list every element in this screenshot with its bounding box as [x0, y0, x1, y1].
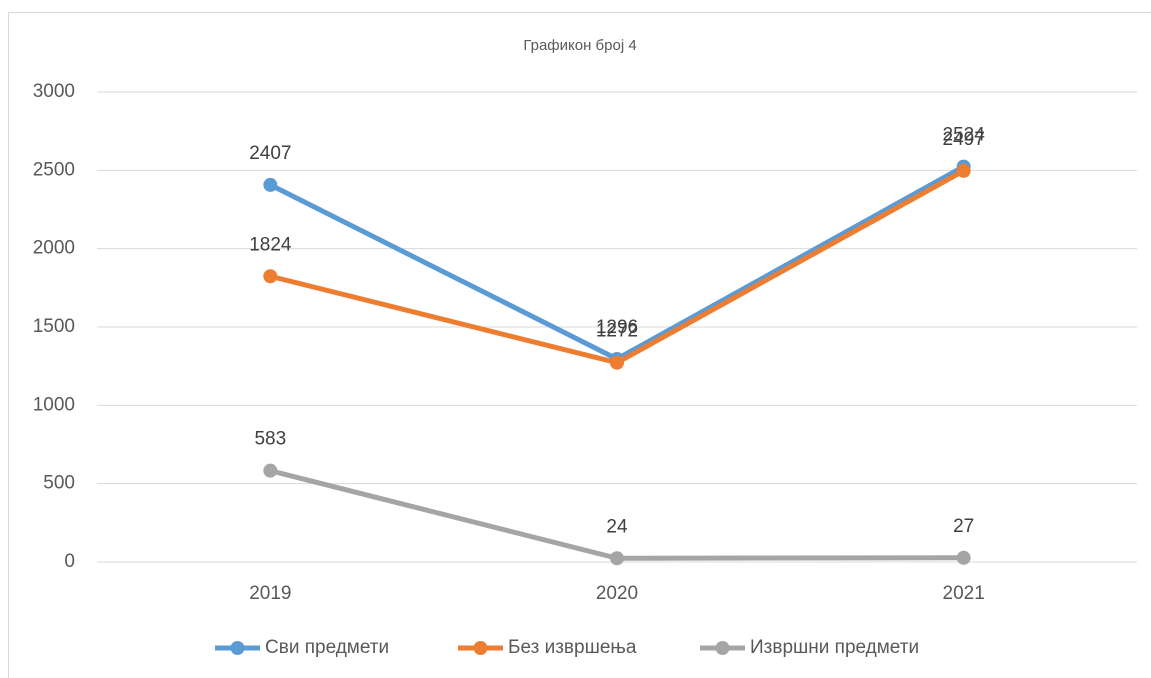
marker: [263, 269, 278, 284]
data-label: 27: [953, 516, 974, 537]
y-tick-label: 3000: [33, 81, 75, 102]
legend-marker: [230, 641, 245, 655]
marker: [263, 463, 278, 478]
data-label: 2524: [943, 125, 986, 146]
marker: [956, 163, 971, 178]
chart-frame: [8, 12, 1151, 678]
x-tick-label: 2020: [596, 583, 638, 604]
legend-marker: [473, 641, 488, 655]
legend-marker: [715, 641, 730, 655]
data-label: 24: [606, 516, 628, 537]
data-label: 1272: [596, 321, 638, 342]
y-tick-label: 2500: [33, 159, 75, 180]
y-tick-label: 2000: [33, 238, 75, 259]
marker: [263, 177, 278, 192]
y-tick-label: 500: [43, 473, 75, 494]
x-tick-label: 2021: [943, 583, 985, 604]
data-label: 2407: [249, 143, 291, 164]
marker: [956, 550, 971, 565]
x-tick-label: 2019: [249, 583, 291, 604]
chart-title: Графикон број 4: [523, 37, 636, 54]
data-label: 2497: [943, 129, 985, 150]
legend-label: Без извршења: [508, 637, 637, 658]
y-tick-label: 1500: [33, 316, 75, 337]
data-label: 1824: [249, 234, 292, 255]
marker: [610, 551, 624, 566]
y-tick-label: 1000: [33, 394, 75, 415]
marker: [610, 355, 624, 370]
data-label: 583: [254, 429, 286, 450]
y-tick-label: 0: [64, 551, 75, 572]
legend-label: Сви предмети: [265, 637, 389, 658]
data-label: 1296: [596, 317, 638, 338]
legend-label: Извршни предмети: [750, 637, 919, 658]
